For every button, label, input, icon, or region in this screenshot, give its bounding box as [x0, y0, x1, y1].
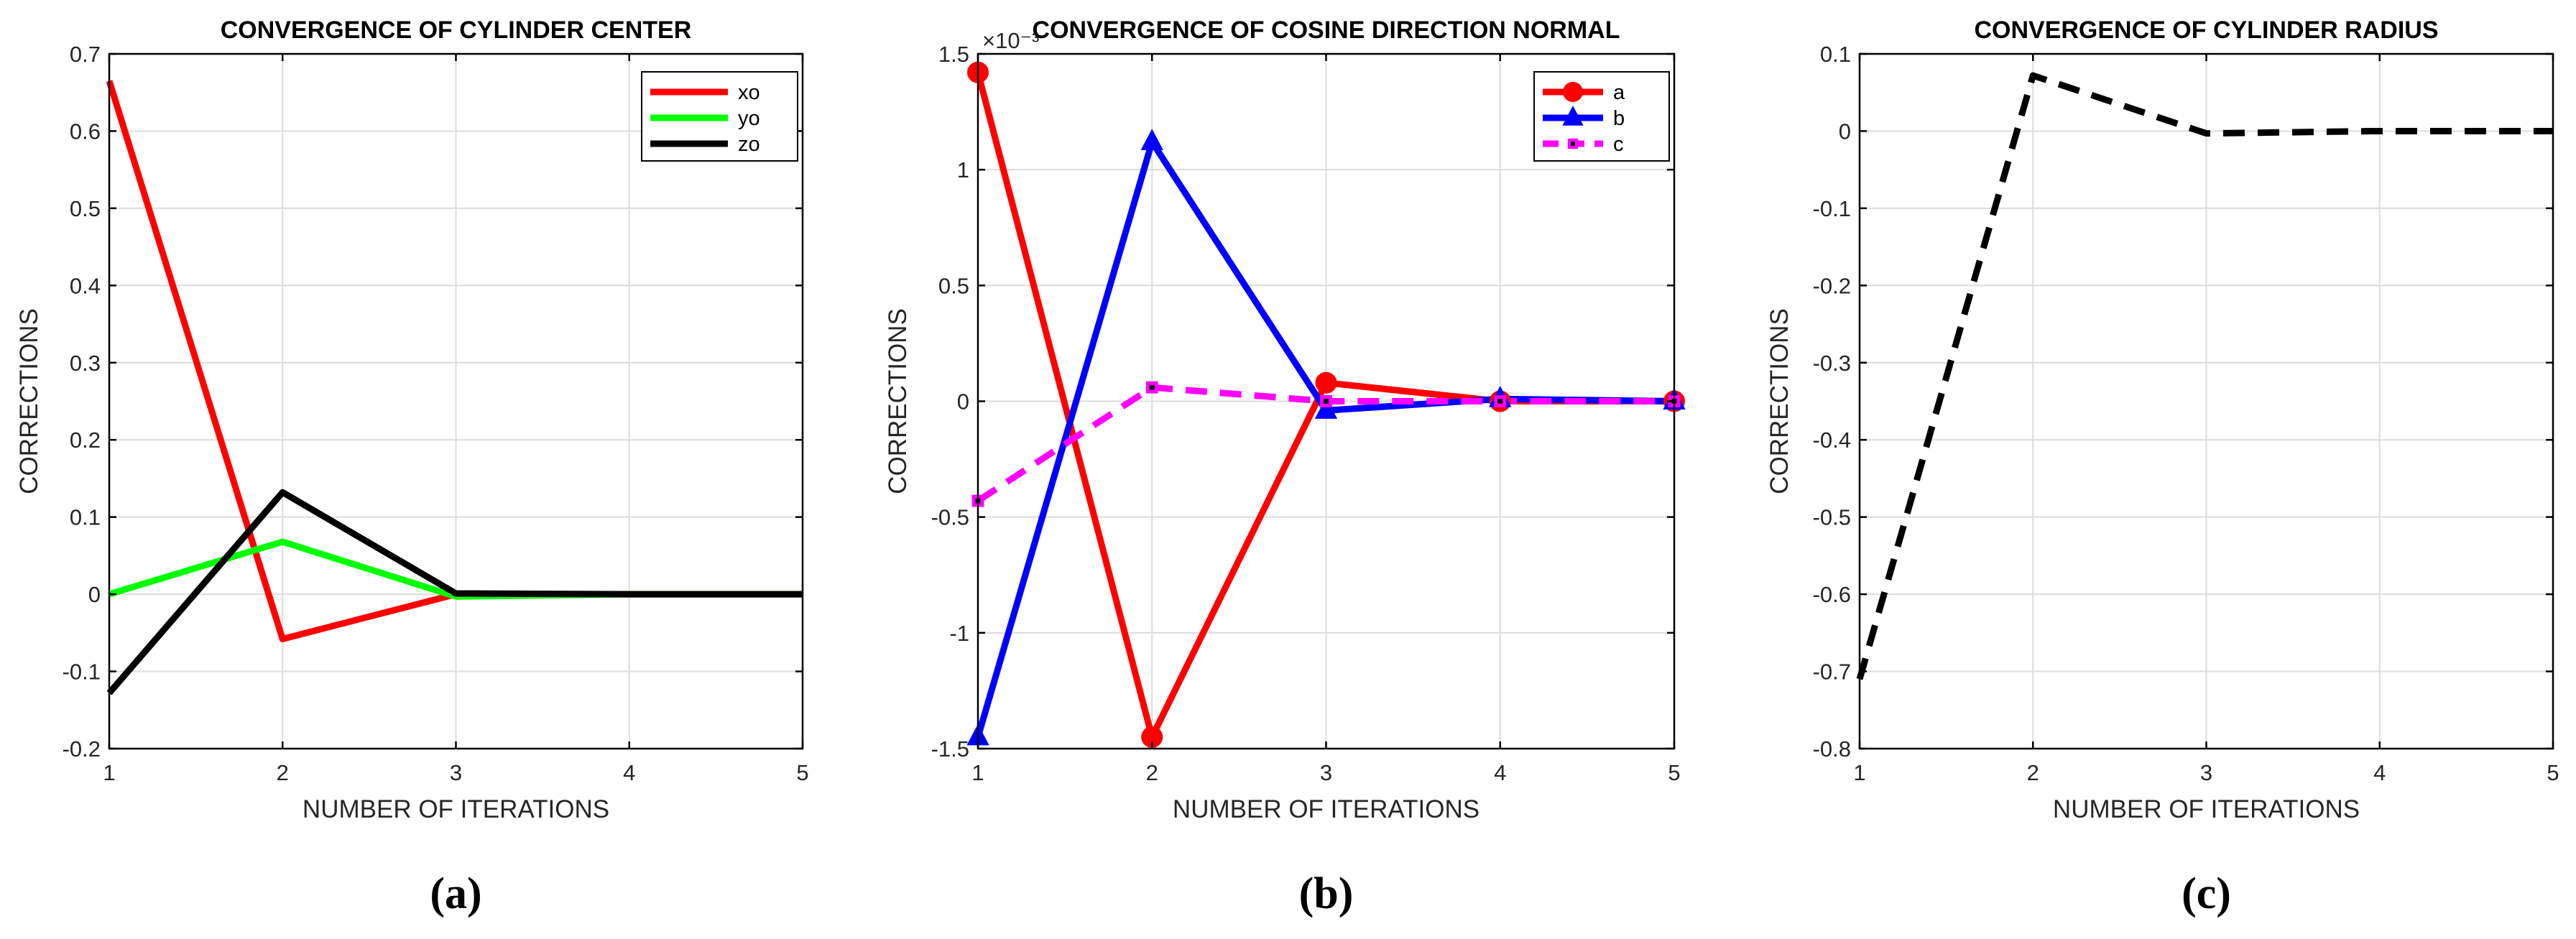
legend: xo yo zo — [641, 71, 798, 162]
y-tick-label: 0.1 — [1820, 42, 1851, 67]
y-tick-label: -0.1 — [1813, 196, 1851, 221]
x-axis-label: NUMBER OF ITERATIONS — [1173, 795, 1479, 823]
y-axis-label: CORRECTIONS — [15, 308, 43, 494]
chart-3: 1 2 3 4 5 -0.8 -0.7 -0.6 -0.5 -0.4 -0.3 -0.2 -0.1 0 0.… — [1765, 17, 2559, 918]
x-tick-label: 2 — [2027, 760, 2039, 785]
x-tick-label: 5 — [1668, 760, 1680, 785]
x-tick-label: 3 — [1320, 760, 1332, 785]
legend-label-zo: zo — [738, 133, 760, 156]
y-tick-label: -0.2 — [1813, 273, 1851, 298]
panel-caption: (a) — [430, 869, 481, 918]
y-tick-label: -0.8 — [1813, 736, 1851, 762]
y-tick-label: 0.5 — [938, 273, 969, 298]
x-tick-label: 5 — [796, 760, 808, 785]
y-tick-label: 0.3 — [70, 351, 101, 376]
x-tick-label: 3 — [2200, 760, 2212, 785]
y-tick-label: 1.5 — [938, 42, 969, 67]
series-line-r — [1856, 72, 2553, 680]
y-tick-label: 1 — [957, 157, 969, 182]
y-tick-label: 0 — [957, 389, 969, 415]
y-tick-label: -0.3 — [1813, 351, 1851, 376]
x-tick-label: 5 — [2547, 760, 2559, 785]
data-point-c-2-center — [1149, 384, 1155, 390]
legend-label-c: c — [1613, 133, 1624, 156]
legend-label-b: b — [1613, 107, 1625, 130]
y-tick-label: 0.2 — [70, 427, 101, 453]
x-tick-label: 3 — [450, 760, 462, 785]
data-point-c-3-center — [1324, 399, 1329, 404]
chart-2: 1 2 3 4 5 -1.5 -1 -0.5 0 0.5 1 1.5 ×10⁻³CONVERGENCE … — [884, 17, 1686, 918]
y-tick-label: 0.6 — [70, 119, 101, 144]
y-axis-label: CORRECTIONS — [884, 308, 912, 494]
x-tick-label: 4 — [623, 760, 635, 785]
chart-title: CONVERGENCE OF CYLINDER CENTER — [221, 17, 692, 44]
y-tick-label: 0.4 — [70, 273, 101, 298]
x-tick-label: 2 — [1146, 760, 1158, 785]
y-tick-label: -0.6 — [1813, 582, 1851, 607]
legend-marker-a — [1563, 82, 1583, 102]
legend-marker-b — [1562, 105, 1584, 126]
y-axis-label: CORRECTIONS — [1765, 308, 1793, 494]
x-axis-label: NUMBER OF ITERATIONS — [2053, 795, 2360, 823]
data-point-b-2 — [1140, 129, 1163, 150]
chart-1: 1 2 3 4 5 -0.2 -0.1 0 0.1 0.2 0.3 0.4 0.5 0.6 0.7 CONVE… — [15, 17, 809, 918]
y-exponent-label: ×10⁻³ — [982, 28, 1039, 53]
data-point-a-3 — [1315, 371, 1337, 394]
legend: abc — [1533, 71, 1670, 162]
y-tick-label: -0.5 — [931, 505, 969, 530]
y-tick-label: -0.2 — [63, 736, 101, 762]
data-point-b-3 — [1314, 397, 1338, 419]
x-tick-label: 4 — [1494, 760, 1506, 785]
y-tick-label: -0.7 — [1813, 660, 1851, 685]
chart-title: CONVERGENCE OF COSINE DIRECTION NORMAL — [1033, 17, 1620, 44]
y-tick-label: 0.1 — [70, 505, 101, 530]
data-point-c-4-center — [1497, 399, 1503, 404]
y-tick-label: -1.5 — [931, 736, 969, 762]
legend-label-a: a — [1613, 81, 1625, 104]
y-tick-label: 0.5 — [70, 196, 101, 221]
panel-caption: (b) — [1299, 869, 1354, 918]
x-tick-label: 1 — [1853, 760, 1865, 785]
series-line-zo — [106, 489, 803, 695]
x-axis-label: NUMBER OF ITERATIONS — [303, 795, 609, 823]
x-tick-label: 1 — [971, 760, 984, 785]
legend-label-yo: yo — [738, 107, 760, 130]
y-tick-label: 0 — [88, 582, 101, 607]
y-tick-label: -1 — [949, 621, 969, 646]
legend-marker-c-center — [1571, 142, 1575, 146]
x-tick-label: 4 — [2373, 760, 2386, 785]
y-tick-label: 0.7 — [70, 42, 101, 67]
legend-label-xo: xo — [738, 81, 760, 104]
chart-title: CONVERGENCE OF CYLINDER RADIUS — [1974, 17, 2438, 44]
y-tick-label: -0.4 — [1813, 427, 1851, 453]
x-tick-label: 2 — [277, 760, 289, 785]
y-tick-label: -0.1 — [63, 660, 101, 685]
x-tick-label: 1 — [103, 760, 115, 785]
panel-caption: (c) — [2182, 869, 2231, 918]
y-tick-label: -0.5 — [1813, 505, 1851, 530]
y-tick-label: 0 — [1839, 119, 1851, 144]
